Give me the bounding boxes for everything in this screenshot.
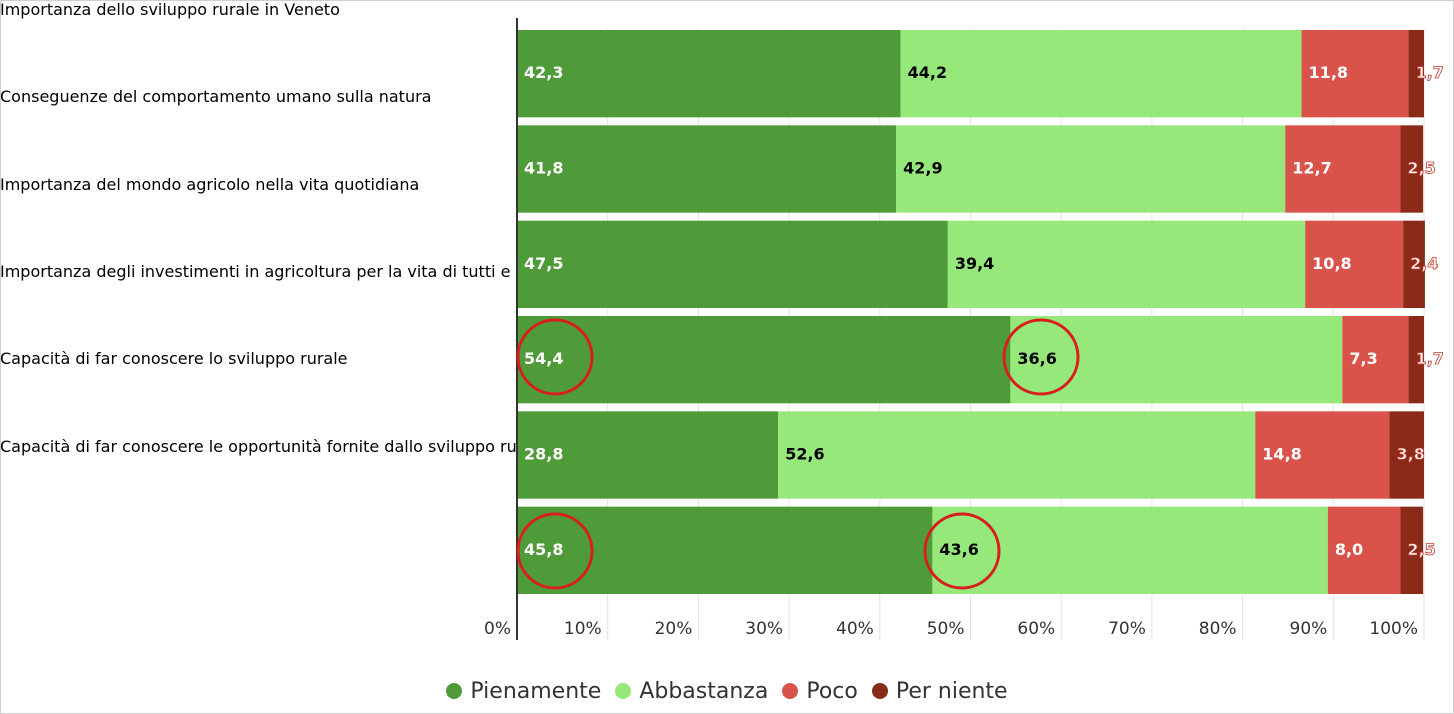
x-tick-label: 10%	[564, 619, 602, 639]
value-label: 2,4	[1410, 254, 1438, 273]
category-label: Importanza dello sviluppo rurale in Vene…	[0, 0, 340, 19]
value-label: 28,8	[524, 445, 563, 464]
legend-label: Per niente	[895, 678, 1008, 704]
legend-label: Abbastanza	[639, 678, 769, 704]
bar-segment	[1400, 506, 1424, 594]
value-label: 14,8	[1262, 445, 1301, 464]
x-tick-label: 20%	[655, 619, 693, 639]
bar-segment	[1403, 220, 1425, 308]
value-label: 10,8	[1312, 254, 1351, 273]
value-label: 36,6	[1017, 349, 1056, 368]
value-label: 54,4	[524, 349, 563, 368]
bar-segment	[1342, 316, 1409, 404]
legend-swatch	[446, 683, 463, 699]
value-label: 2,5	[1407, 540, 1435, 559]
value-label: 45,8	[524, 540, 563, 559]
value-label: 2,5	[1407, 159, 1435, 178]
x-tick-label: 30%	[745, 619, 783, 639]
legend-item: Per niente	[871, 678, 1008, 704]
legend-swatch	[871, 683, 888, 699]
value-label: 39,4	[955, 254, 994, 273]
bar-segment	[1010, 316, 1343, 404]
bar-segment	[517, 411, 779, 499]
bar-segment	[517, 220, 948, 308]
value-label: 42,3	[524, 63, 563, 82]
bar-segment	[1389, 411, 1424, 499]
bar-segment	[932, 506, 1328, 594]
legend-swatch	[782, 683, 799, 699]
category-label: Importanza del mondo agricolo nella vita…	[0, 174, 420, 194]
legend-item: Pienamente	[446, 679, 601, 704]
value-label: 43,6	[939, 540, 978, 559]
value-label: 1,7	[1416, 63, 1444, 82]
category-label: Importanza degli investimenti in agricol…	[0, 261, 676, 281]
bar-segment	[778, 411, 1256, 499]
bar-segment	[1408, 30, 1424, 118]
bar-segment	[517, 125, 897, 213]
value-label: 1,7	[1416, 349, 1444, 368]
legend-label: Pienamente	[470, 678, 602, 704]
bar-segment	[1305, 220, 1404, 308]
x-tick-label: 80%	[1199, 619, 1237, 639]
bar-segment	[517, 506, 933, 594]
value-label: 42,9	[903, 159, 942, 178]
bar-segment	[517, 316, 1011, 404]
value-label: 11,8	[1309, 63, 1348, 82]
legend-item: Abbastanza	[615, 679, 768, 704]
bar-segment	[517, 30, 901, 118]
bar-segment	[1408, 316, 1424, 404]
legend-item: Poco	[782, 679, 858, 704]
legend-swatch	[615, 683, 632, 699]
value-label: 41,8	[524, 159, 563, 178]
bar-segment	[896, 125, 1286, 213]
category-label: Conseguenze del comportamento umano sull…	[0, 87, 432, 107]
bar-segment	[900, 30, 1302, 118]
bar-segment	[1301, 30, 1409, 118]
value-label: 3,8	[1397, 445, 1425, 464]
legend: Pienamente Abbastanza Poco Per niente	[0, 674, 1454, 708]
x-tick-label: 0%	[484, 619, 511, 639]
x-tick-label: 60%	[1017, 619, 1055, 639]
bar-segment	[1255, 411, 1390, 499]
category-label: Capacità di far conoscere lo sviluppo ru…	[0, 349, 348, 369]
value-label: 52,6	[785, 445, 824, 464]
legend-label: Poco	[806, 678, 858, 704]
bar-segment	[1400, 125, 1424, 213]
value-label: 47,5	[524, 254, 563, 273]
x-tick-label: 50%	[927, 619, 965, 639]
bar-segment	[1327, 506, 1401, 594]
value-label: 44,2	[908, 63, 947, 82]
bar-segment	[947, 220, 1306, 308]
x-tick-label: 40%	[836, 619, 874, 639]
value-label: 7,3	[1349, 349, 1377, 368]
value-label: 8,0	[1335, 540, 1363, 559]
x-tick-label: 90%	[1290, 619, 1328, 639]
bar-segment	[1285, 125, 1401, 213]
x-tick-label: 100%	[1369, 619, 1418, 639]
value-label: 12,7	[1292, 159, 1331, 178]
x-tick-label: 70%	[1108, 619, 1146, 639]
